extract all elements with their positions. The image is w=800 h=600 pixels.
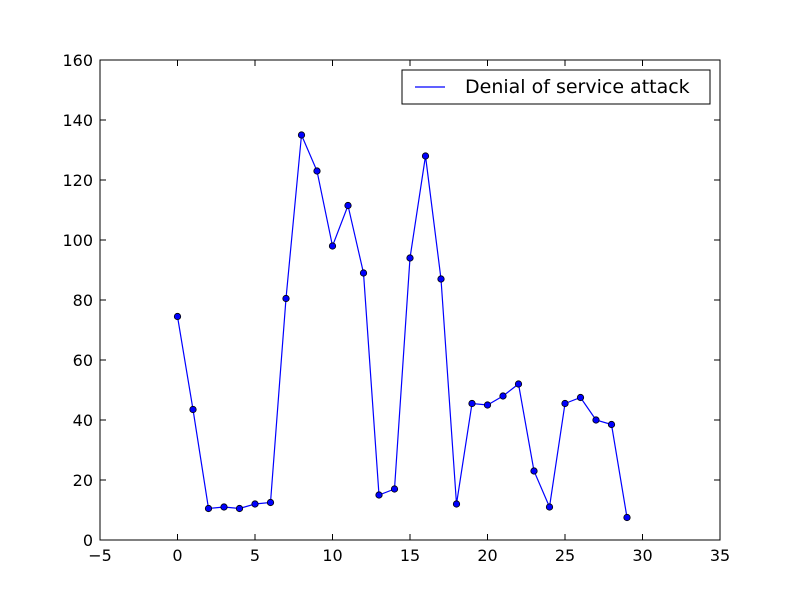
data-point: [359, 269, 368, 277]
data-point: [313, 167, 321, 175]
data-point: [468, 399, 476, 408]
data-point: [545, 503, 554, 511]
data-point: [452, 500, 461, 508]
data-point: [406, 254, 414, 262]
data-point: [483, 401, 492, 409]
y-tick-label: 40: [73, 411, 93, 430]
legend-box: [401, 69, 711, 105]
data-point: [437, 275, 445, 283]
data-point: [375, 491, 383, 499]
x-tick-label: 10: [322, 546, 342, 565]
data-point: [189, 405, 197, 414]
x-tick-label: 15: [400, 546, 420, 565]
data-point: [297, 131, 306, 139]
x-tick-label: 5: [250, 546, 260, 565]
legend-label: Denial of service attack: [465, 76, 690, 98]
data-point: [390, 485, 399, 493]
data-point: [282, 294, 290, 303]
x-tick-label: 35: [710, 546, 730, 565]
x-tick-label: −5: [88, 546, 112, 565]
data-point: [623, 513, 631, 522]
y-tick-label: 60: [73, 351, 93, 370]
data-point: [561, 399, 569, 408]
legend: Denial of service attack: [401, 69, 711, 105]
y-tick-label: 100: [62, 231, 93, 250]
x-tick-label: 30: [632, 546, 652, 565]
x-tick-label: 20: [477, 546, 497, 565]
data-point: [204, 504, 213, 513]
data-point: [576, 393, 585, 402]
data-point: [220, 503, 228, 511]
x-tick-label: 25: [555, 546, 575, 565]
y-tick-label: 120: [62, 171, 93, 190]
y-tick-label: 20: [73, 471, 93, 490]
data-point: [499, 392, 507, 400]
data-point: [514, 380, 523, 388]
y-tick-label: 160: [62, 51, 93, 70]
data-point: [530, 467, 538, 475]
data-point: [266, 498, 275, 507]
data-point: [344, 201, 352, 210]
x-tick-label: 0: [172, 546, 182, 565]
y-tick-label: 140: [62, 111, 93, 130]
plot-frame: [99, 59, 721, 541]
data-point: [592, 416, 600, 424]
data-point: [421, 152, 430, 160]
data-point: [607, 420, 616, 429]
data-point: [173, 312, 182, 321]
data-point: [251, 500, 259, 508]
series-layer: [173, 131, 631, 522]
data-point: [328, 242, 337, 250]
data-point: [235, 504, 244, 513]
y-tick-label: 0: [83, 531, 93, 550]
plot-area: [100, 60, 720, 540]
y-tick-label: 80: [73, 291, 93, 310]
